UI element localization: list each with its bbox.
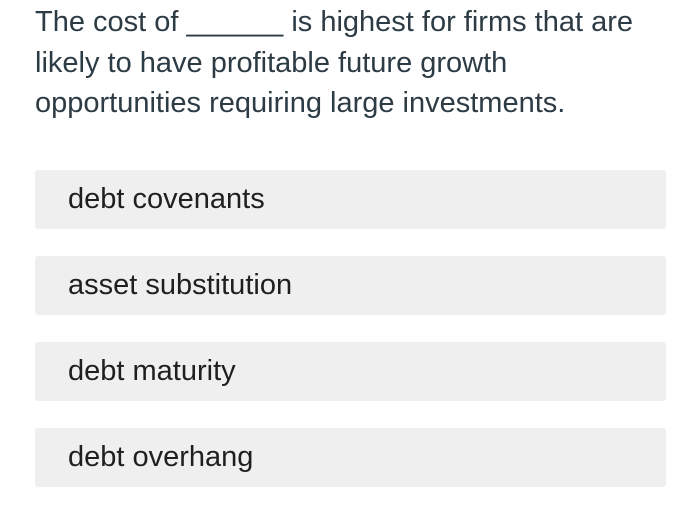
answer-option-label: debt maturity: [68, 354, 236, 387]
answer-option-debt-covenants[interactable]: debt covenants: [35, 169, 666, 229]
answer-option-label: asset substitution: [68, 268, 293, 301]
quiz-question-card: The cost of ______ is highest for firms …: [0, 2, 700, 487]
answer-option-debt-overhang[interactable]: debt overhang: [35, 427, 666, 487]
answer-option-debt-maturity[interactable]: debt maturity: [35, 341, 666, 401]
answer-option-label: debt covenants: [68, 182, 265, 215]
answer-options: debt covenants asset substitution debt m…: [35, 169, 700, 487]
answer-option-label: debt overhang: [68, 440, 254, 473]
question-text: The cost of ______ is highest for firms …: [35, 6, 634, 119]
answer-option-asset-substitution[interactable]: asset substitution: [35, 255, 666, 315]
